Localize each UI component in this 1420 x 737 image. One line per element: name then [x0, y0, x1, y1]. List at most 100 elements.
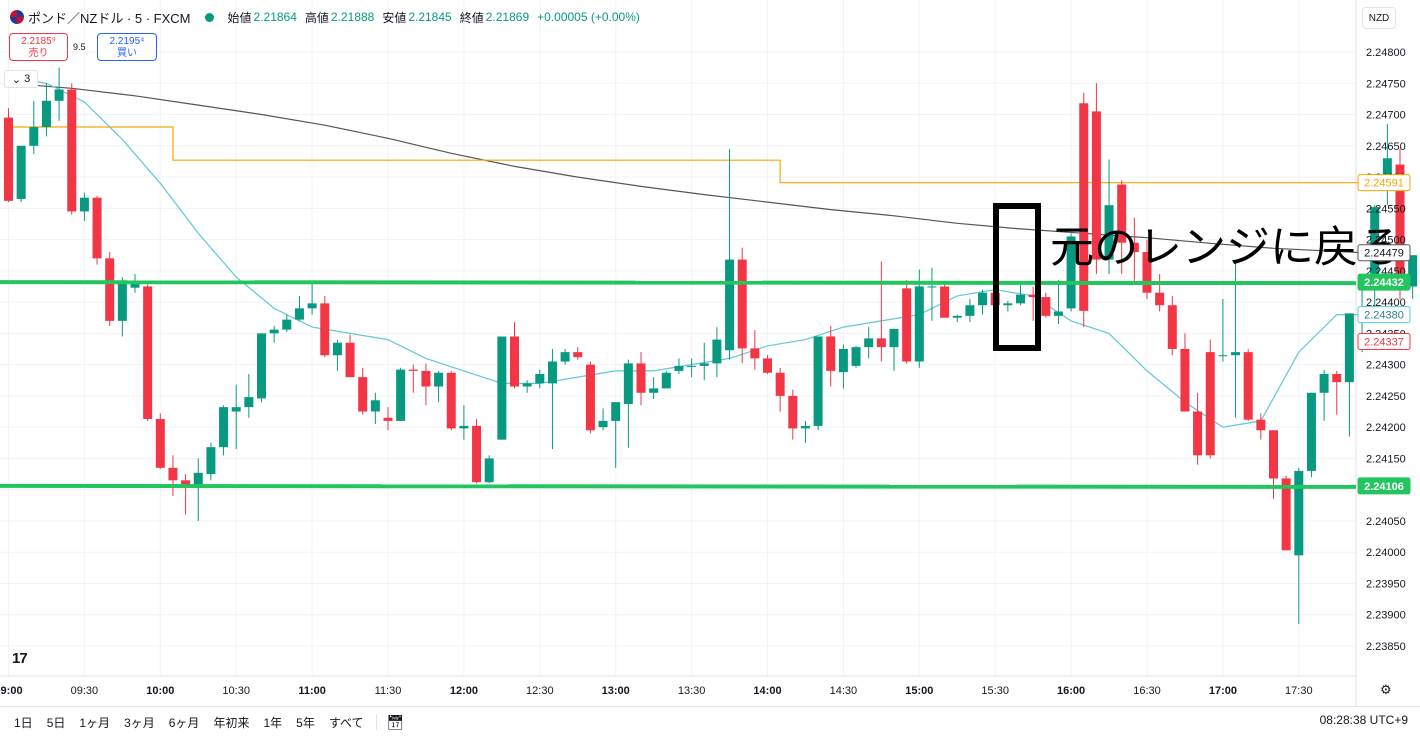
x-tick-label: 12:00 [450, 685, 478, 697]
range-1m[interactable]: 1ヶ月 [79, 715, 111, 730]
y-tick-label: 2.24300 [1366, 360, 1406, 372]
candle-body [1016, 294, 1025, 304]
candle-body [1003, 303, 1013, 306]
candle-body [876, 338, 886, 348]
range-ytd[interactable]: 年初来 [213, 715, 250, 730]
candle-body [1104, 205, 1114, 260]
candle-body [889, 328, 899, 348]
candle-body [788, 395, 798, 429]
low-value: 2.21845 [408, 10, 452, 24]
candle-body [257, 333, 266, 399]
clock-timezone[interactable]: 08:28:38 UTC+9 [1319, 713, 1408, 727]
candle-body [41, 100, 51, 128]
candle-body [1091, 111, 1101, 260]
candle-body [484, 458, 494, 483]
candle-body [206, 447, 216, 475]
candle-body [725, 259, 735, 351]
candle-body [396, 369, 406, 421]
price-tag [1357, 477, 1411, 495]
price-tag-label: 2.24106 [1364, 481, 1404, 493]
candle-body [813, 336, 823, 426]
candle-body [902, 288, 912, 362]
candle-body [332, 342, 342, 356]
candle-body [408, 369, 418, 371]
calendar-icon[interactable]: 📅︎ [386, 713, 405, 730]
candle-body [712, 339, 722, 364]
sell-button[interactable]: 2.2185⁹ 売り [9, 33, 68, 61]
market-status-icon [204, 12, 214, 22]
x-tick-label: 16:30 [1133, 685, 1161, 697]
candle-body [851, 347, 861, 366]
currency-button[interactable]: NZD [1362, 7, 1396, 29]
candle-body [497, 336, 507, 440]
annotation-box [993, 203, 1041, 351]
range-6m[interactable]: 6ヶ月 [168, 715, 200, 730]
candle-body [978, 292, 988, 306]
annotation-text: 元のレンジに戻る [1050, 222, 1402, 273]
close-label: 終値 [459, 10, 484, 25]
x-tick-label: 16:00 [1057, 685, 1085, 697]
candle-body [269, 329, 279, 334]
candle-body [67, 89, 77, 212]
candle-body [181, 480, 191, 487]
open-label: 始値 [227, 10, 252, 25]
range-5d[interactable]: 5日 [46, 715, 66, 730]
candle-body [649, 388, 659, 393]
spread-value: 9.5 [73, 42, 86, 52]
candle-body [1193, 411, 1203, 456]
buy-button[interactable]: 2.2195⁴ 買い [97, 33, 157, 61]
candle-body [522, 383, 532, 387]
candle-body [1269, 430, 1278, 479]
candle-body [383, 417, 393, 421]
candle-body [1142, 252, 1152, 293]
y-tick-label: 2.23950 [1366, 578, 1406, 590]
candle-body [737, 259, 747, 349]
buy-label: 買い [117, 48, 137, 59]
candle-body [1243, 352, 1253, 420]
gear-icon[interactable]: ⚙ [1380, 682, 1392, 697]
indicator-count: 3 [24, 73, 31, 85]
candle-body [775, 372, 785, 396]
x-tick-label: 14:30 [830, 685, 858, 697]
range-3m[interactable]: 3ヶ月 [124, 715, 155, 730]
candle-body [927, 286, 937, 288]
range-1d[interactable]: 1日 [14, 715, 33, 730]
price-tag [1357, 174, 1411, 192]
x-tick-label: 11:00 [298, 685, 326, 697]
candle-body [1281, 478, 1291, 551]
range-1y[interactable]: 1年 [263, 715, 283, 730]
candle-body [130, 283, 140, 288]
candle-body [1332, 374, 1342, 383]
indicators-collapse-button[interactable]: ⌄ 3 [4, 70, 38, 88]
y-tick-label: 2.24000 [1366, 547, 1406, 559]
candle-body [472, 425, 482, 483]
candle-body [155, 419, 165, 468]
candle-body [1408, 255, 1418, 287]
candle-body [952, 315, 962, 318]
candle-body [699, 363, 709, 366]
tradingview-logo[interactable]: 17 [12, 650, 28, 667]
candle-body [320, 303, 330, 356]
candle-body [560, 352, 570, 362]
range-5y[interactable]: 5年 [296, 715, 315, 730]
candle-body [168, 467, 178, 481]
candle-body [940, 286, 950, 318]
divider [375, 714, 377, 730]
range-all[interactable]: すべて [328, 715, 364, 730]
price-tag [1357, 306, 1411, 324]
y-tick-label: 2.24750 [1366, 78, 1406, 90]
candle-body [535, 374, 545, 384]
x-tick-label: 15:00 [905, 685, 933, 697]
candle-body [1129, 242, 1139, 253]
candle-body [547, 361, 557, 384]
candle-body [1344, 313, 1354, 383]
symbol-header: ポンド／NZドル · 5 · FXCM 始値 2.21864 高値 2.2188… [0, 0, 1356, 34]
x-tick-label: 09:00 [0, 685, 23, 697]
y-tick-label: 2.23850 [1366, 641, 1406, 653]
candle-body [54, 89, 64, 101]
candle-body [1294, 470, 1304, 556]
symbol-title[interactable]: ポンド／NZドル · 5 · FXCM [28, 10, 191, 26]
y-tick-label: 2.24500 [1366, 235, 1406, 247]
